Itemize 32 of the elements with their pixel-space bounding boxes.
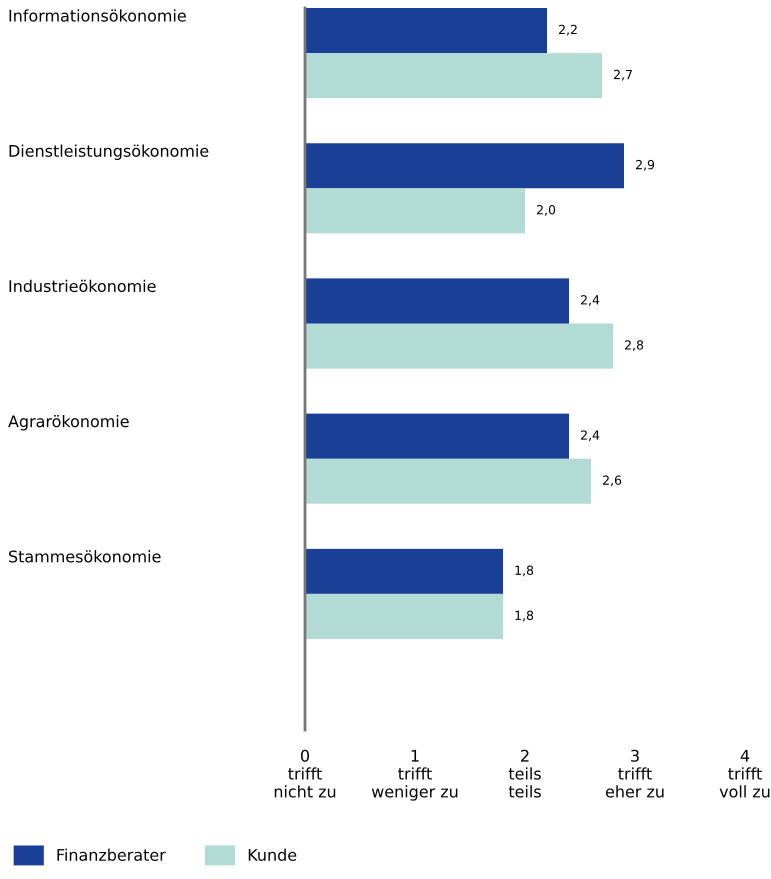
bar: [305, 458, 591, 504]
bar: [305, 8, 547, 54]
data-label: 2,7: [614, 70, 632, 81]
x-tick-label: 1 trifft weniger zu: [372, 750, 458, 801]
data-label: 2,4: [581, 295, 600, 306]
y-tick-label: Agrarökonomie: [8, 414, 129, 430]
bar: [305, 278, 569, 324]
x-tick-label: 0 trifft nicht zu: [274, 750, 336, 798]
data-label: 2,8: [625, 340, 644, 351]
y-tick-label: Stammesökonomie: [9, 550, 161, 563]
bar: [305, 414, 569, 459]
y-tick-label: Informationsökonomie: [10, 9, 186, 22]
data-label: 2,6: [603, 475, 622, 486]
bar: [305, 324, 613, 369]
x-tick-label: 4 trifft voll zu: [720, 750, 770, 798]
legend-label: Kunde: [248, 848, 296, 861]
data-label: 1,8: [515, 566, 534, 576]
data-label: 2,0: [537, 205, 556, 216]
data-label: 1,8: [515, 610, 534, 622]
data-label: 2,4: [581, 430, 600, 442]
y-tick-label: Dienstleistungsökonomie: [10, 144, 208, 160]
bar: [305, 143, 624, 188]
bar: [305, 594, 503, 640]
bar: [305, 188, 525, 234]
legend-label: Finanzberater: [57, 848, 166, 861]
y-tick-label: Industrieökonomie: [10, 280, 156, 292]
bar: [305, 548, 503, 594]
data-label: 2,2: [559, 24, 577, 36]
x-tick-label: 2 teils teils: [508, 750, 541, 798]
x-tick-label: 3 trifft eher zu: [606, 750, 664, 798]
bar: [305, 53, 602, 98]
data-label: 2,9: [636, 160, 654, 171]
